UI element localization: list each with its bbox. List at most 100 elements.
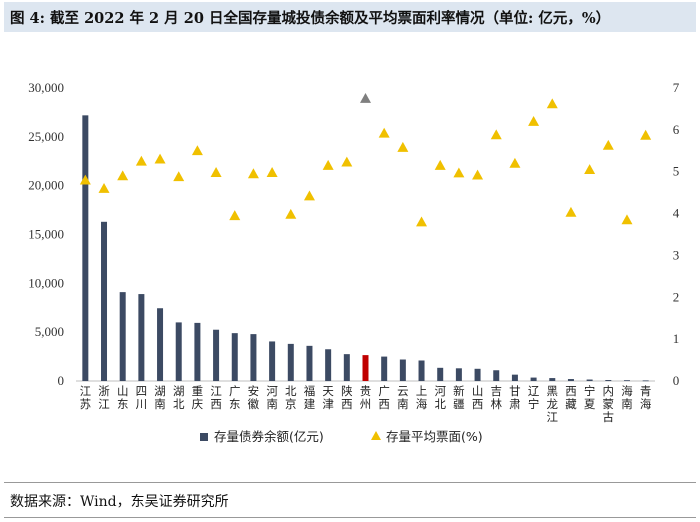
y-right-tick-label: 5: [673, 164, 680, 179]
point-贵州: [360, 92, 371, 103]
category-label-甘肃: 甘肃: [509, 384, 521, 411]
category-label-云南: 云南: [397, 384, 409, 411]
bar-浙江: [101, 221, 108, 381]
bar-西藏: [567, 379, 574, 381]
point-云南: [397, 141, 409, 152]
scatter-series: [79, 92, 652, 227]
bar-北京: [287, 343, 294, 381]
source-note: 数据来源：Wind，东吴证券研究所: [10, 494, 229, 510]
bar-河南: [269, 341, 276, 381]
bar-辽宁: [530, 377, 537, 381]
category-label-吉林: 吉林: [490, 384, 502, 411]
y-right-tick-label: 2: [673, 289, 680, 304]
legend-label: 存量平均票面(%): [386, 429, 483, 444]
bar-天津: [325, 349, 332, 381]
point-江西: [210, 167, 222, 177]
category-labels: 江苏浙江山东四川湖南湖北重庆江西广东安徽河南北京福建天津陕西贵州广西云南上海河北…: [80, 384, 652, 424]
bar-吉林: [493, 370, 500, 381]
y-left-tick-label: 15,000: [28, 227, 64, 242]
point-青海: [640, 129, 652, 140]
bar-河北: [437, 367, 444, 381]
bar-甘肃: [511, 374, 518, 381]
category-label-西藏: 西藏: [565, 384, 577, 411]
chart-axes: 0 5,000 10,000 15,000 20,000 25,000 30,000 0 1 2 3…: [28, 80, 680, 388]
point-广西: [378, 127, 390, 138]
point-广东: [229, 210, 241, 221]
figure-title-bar: 图 4: 截至 2022 年 2 月 20 日全国存量城投债余额及平均票面利率情…: [4, 2, 696, 32]
bar-湖北: [175, 322, 182, 381]
bar-山西: [474, 368, 481, 381]
point-天津: [322, 159, 334, 170]
category-label-湖北: 湖北: [173, 384, 185, 411]
point-内蒙古: [602, 139, 614, 150]
bar-内蒙古: [605, 380, 612, 381]
bar-重庆: [194, 322, 201, 381]
bar-青海: [642, 380, 649, 382]
point-北京: [285, 208, 297, 219]
category-label-重庆: 重庆: [192, 384, 204, 411]
bottom-divider: [4, 517, 696, 518]
category-label-海南: 海南: [621, 384, 633, 411]
y-right-tick-label: 1: [673, 331, 680, 346]
legend-label: 存量债券余额(亿元): [214, 429, 324, 444]
y-right-tick-label: 7: [673, 80, 680, 95]
point-湖北: [173, 171, 185, 182]
point-黑龙江: [546, 98, 558, 109]
bar-陕西: [343, 354, 350, 381]
point-河北: [434, 159, 446, 170]
bar-series: [82, 115, 649, 382]
point-甘肃: [509, 157, 521, 168]
category-label-天津: 天津: [322, 384, 334, 411]
category-label-山东: 山东: [117, 384, 129, 411]
y-left-tick-label: 25,000: [28, 129, 64, 144]
y-left-tick-label: 20,000: [28, 178, 64, 193]
category-label-黑龙江: 黑龙江: [547, 384, 559, 424]
category-label-贵州: 贵州: [360, 384, 372, 411]
bar-黑龙江: [549, 378, 556, 381]
point-重庆: [191, 145, 203, 156]
point-西藏: [565, 206, 577, 217]
point-浙江: [98, 182, 110, 193]
category-label-河北: 河北: [434, 384, 446, 411]
category-label-江苏: 江苏: [80, 384, 92, 411]
category-label-山西: 山西: [472, 384, 484, 411]
bar-贵州: [362, 355, 369, 381]
bar-广东: [231, 333, 238, 381]
bar-新疆: [455, 368, 462, 381]
point-湖南: [154, 153, 166, 164]
point-海南: [621, 214, 633, 225]
point-宁夏: [584, 164, 596, 175]
point-四川: [135, 155, 147, 166]
category-label-浙江: 浙江: [98, 384, 110, 411]
point-辽宁: [528, 115, 540, 126]
bar-上海: [418, 360, 425, 381]
y-right-tick-label: 3: [673, 247, 680, 262]
category-label-河南: 河南: [266, 384, 278, 411]
bar-江西: [213, 329, 220, 381]
point-山西: [472, 169, 484, 180]
bar-江苏: [82, 115, 89, 381]
category-label-辽宁: 辽宁: [528, 384, 540, 411]
y-right-tick-label: 6: [673, 122, 680, 137]
y-left-tick-label: 30,000: [28, 80, 64, 95]
legend-swatch-triangle: [371, 431, 381, 440]
category-label-陕西: 陕西: [341, 384, 353, 411]
category-label-江西: 江西: [210, 384, 222, 411]
category-label-新疆: 新疆: [453, 384, 465, 411]
category-label-广东: 广东: [229, 384, 241, 411]
point-陕西: [341, 156, 353, 167]
top-divider: [4, 482, 696, 483]
figure-title: 图 4: 截至 2022 年 2 月 20 日全国存量城投债余额及平均票面利率情…: [10, 9, 611, 27]
bar-海南: [623, 380, 630, 382]
bar-山东: [119, 292, 126, 381]
category-label-广西: 广西: [378, 384, 390, 411]
bar-福建: [306, 345, 313, 381]
point-吉林: [490, 129, 502, 140]
category-label-内蒙古: 内蒙古: [603, 384, 615, 424]
point-新疆: [453, 167, 465, 178]
point-上海: [416, 216, 428, 227]
bar-scatter-chart: 0 5,000 10,000 15,000 20,000 25,000 30,000 0 1 2 3…: [28, 80, 680, 444]
category-label-福建: 福建: [304, 384, 316, 411]
category-label-宁夏: 宁夏: [584, 384, 596, 411]
category-label-四川: 四川: [136, 384, 148, 411]
